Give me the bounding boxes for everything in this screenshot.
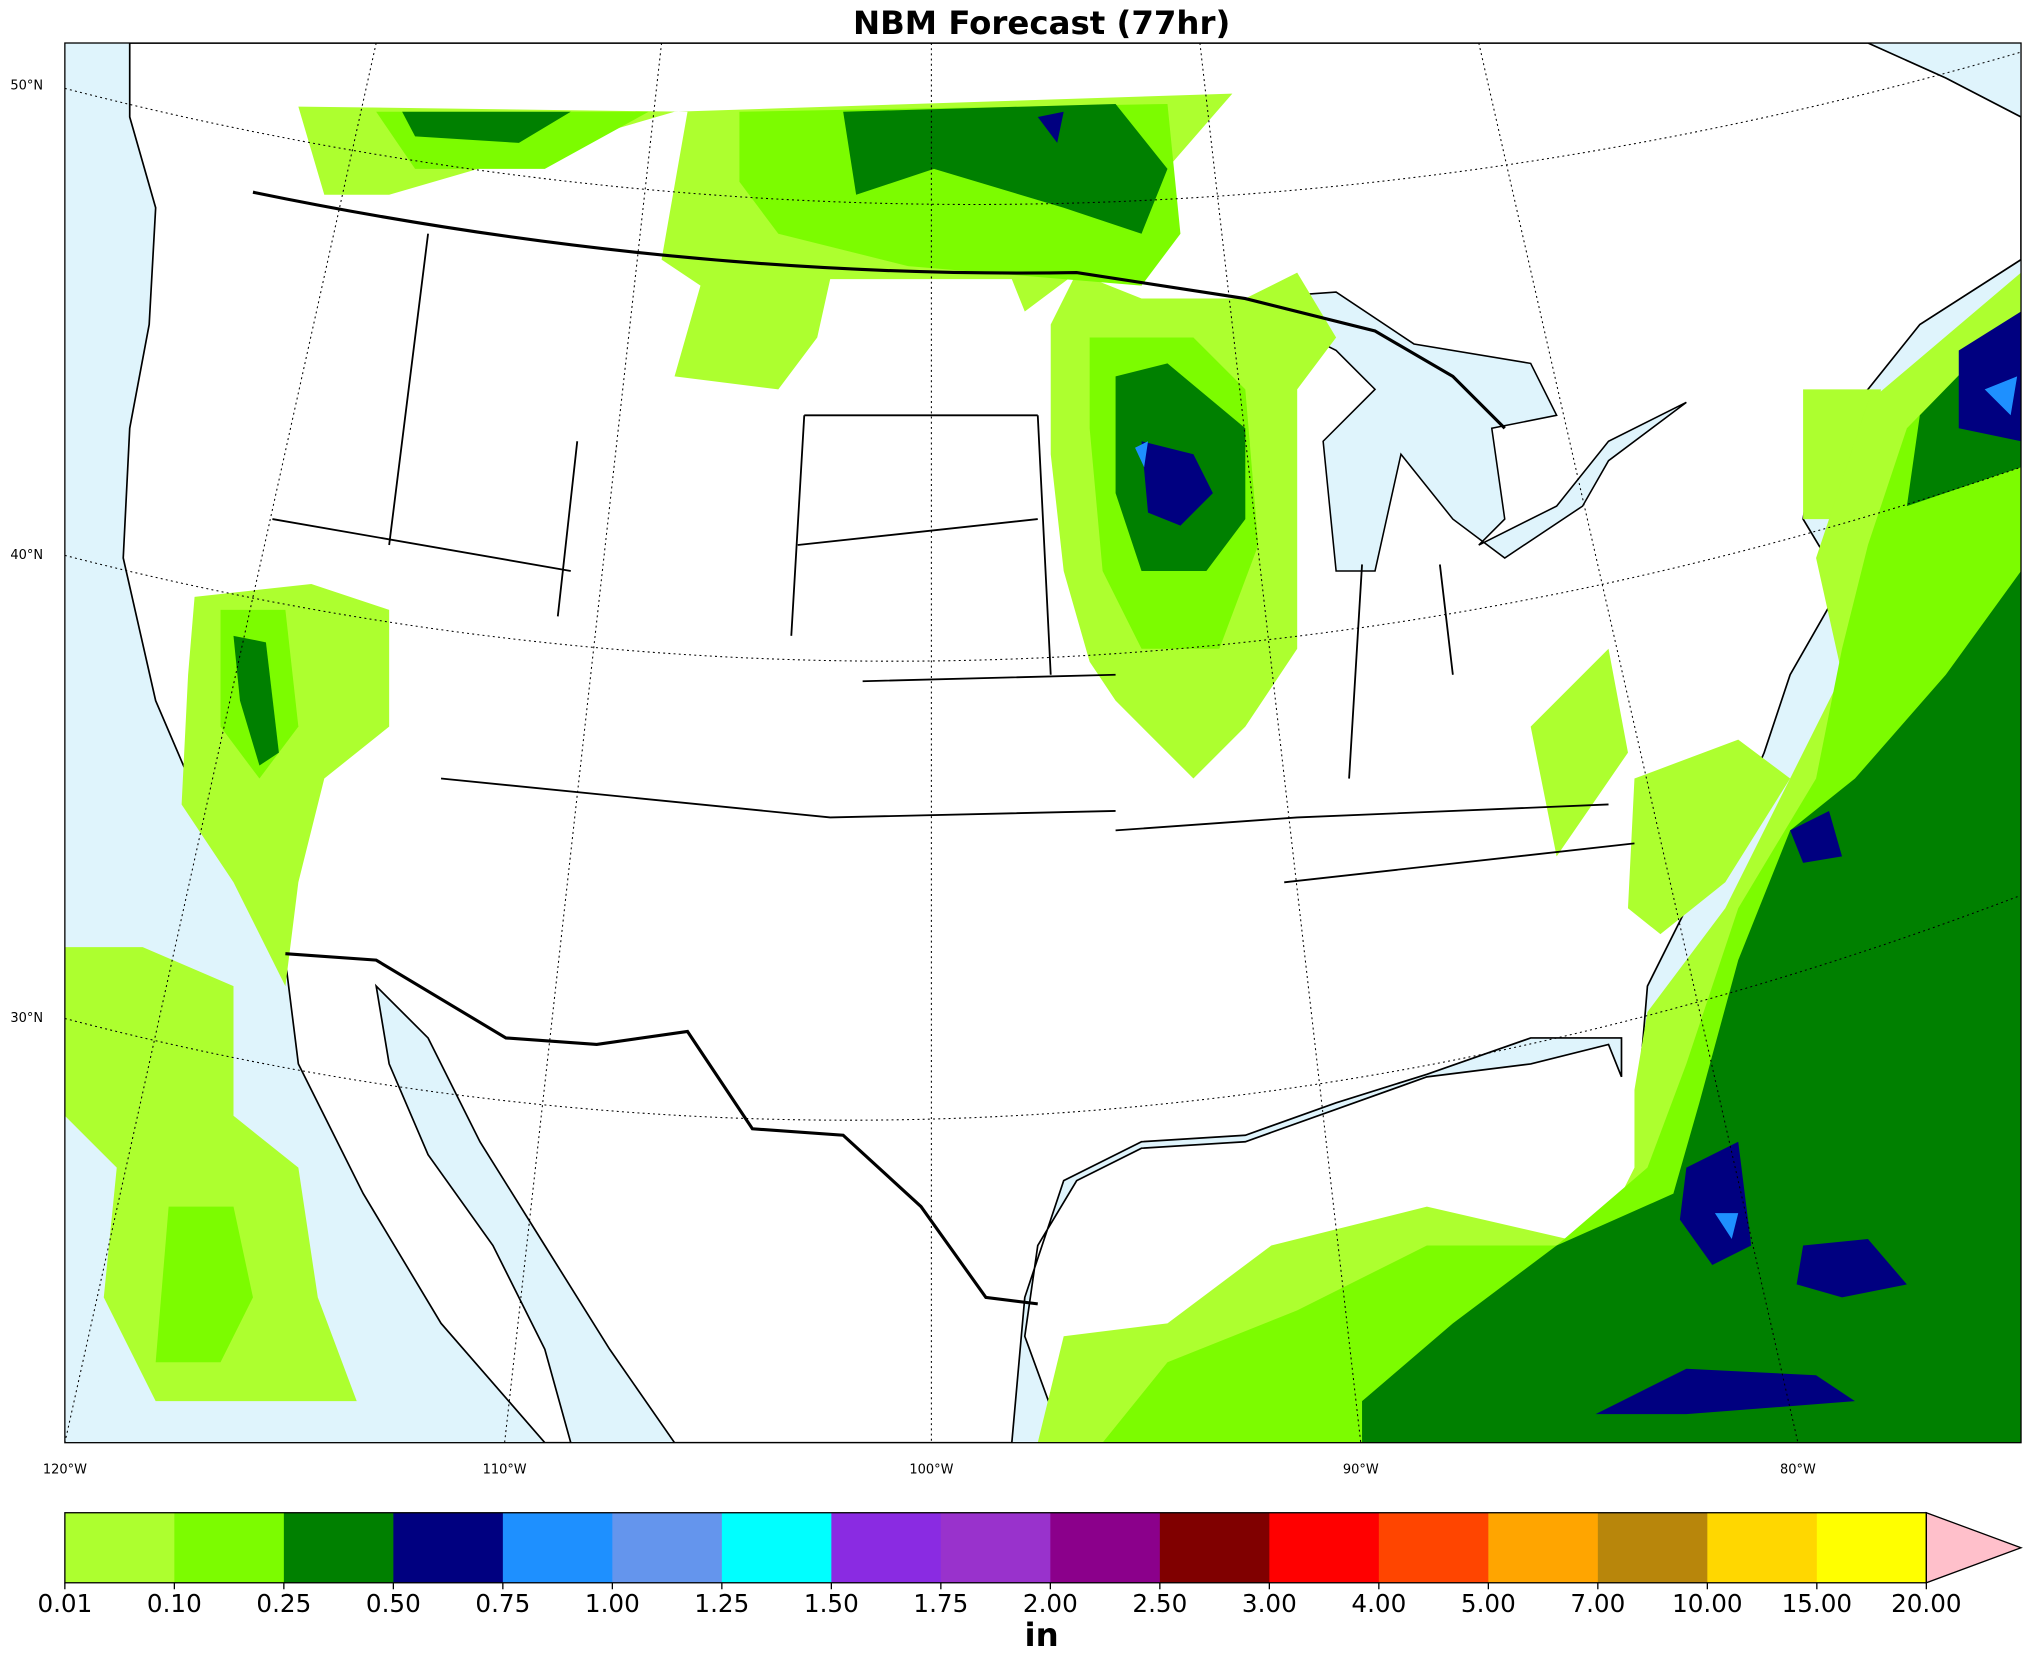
colorbar-tick-label: 7.00 xyxy=(1570,1589,1625,1618)
colorbar-frame xyxy=(64,1512,1927,1584)
colorbar-tick-label: 1.00 xyxy=(585,1589,640,1618)
lon-label: 100°W xyxy=(909,1462,953,1477)
colorbar-box xyxy=(612,1512,723,1583)
colorbar-box xyxy=(393,1512,504,1583)
colorbar-tick-label: 3.00 xyxy=(1242,1589,1297,1618)
colorbar-tick-label: 20.00 xyxy=(1891,1589,1961,1618)
lon-label: 110°W xyxy=(483,1462,527,1477)
lon-label: 90°W xyxy=(1343,1462,1379,1477)
colorbar-tick-label: 0.25 xyxy=(256,1589,311,1618)
colorbar-tick-label: 0.75 xyxy=(475,1589,530,1618)
colorbar-tick-label: 5.00 xyxy=(1461,1589,1516,1618)
border xyxy=(252,190,1506,430)
colorbar-box xyxy=(283,1512,394,1583)
colorbar-tick-label: 0.50 xyxy=(366,1589,421,1618)
colorbar-box xyxy=(502,1512,613,1583)
land xyxy=(122,43,2022,1443)
map-frame xyxy=(64,42,2022,1444)
colorbar-box xyxy=(174,1512,285,1583)
colorbar-tick-label: 1.75 xyxy=(913,1589,968,1618)
colorbar-unit: in xyxy=(1025,1616,1059,1654)
colorbar-box xyxy=(940,1512,1051,1583)
precipitation xyxy=(64,93,2022,1443)
colorbar-box xyxy=(64,1512,175,1583)
border xyxy=(285,952,1038,1306)
lon-label: 120°W xyxy=(43,1462,87,1477)
map xyxy=(64,43,2022,1443)
colorbar-box xyxy=(831,1512,942,1583)
colorbar-tick-label: 0.10 xyxy=(147,1589,202,1618)
colorbar-extend xyxy=(1925,1511,2023,1584)
lat-label: 50°N xyxy=(10,78,43,93)
colorbar-tick-label: 1.50 xyxy=(804,1589,859,1618)
colorbar-box xyxy=(1269,1512,1380,1583)
colorbar-tick-label: 2.50 xyxy=(1132,1589,1187,1618)
colorbar-tick-label: 1.25 xyxy=(694,1589,749,1618)
colorbar-box xyxy=(1816,1512,1927,1583)
colorbar-box xyxy=(1159,1512,1270,1583)
colorbar-tick-label: 2.00 xyxy=(1023,1589,1078,1618)
colorbar-box xyxy=(1378,1512,1489,1583)
colorbar-box xyxy=(721,1512,832,1583)
colorbar-tick-label: 15.00 xyxy=(1782,1589,1852,1618)
lat-label: 30°N xyxy=(10,1011,43,1026)
colorbar-tick-label: 4.00 xyxy=(1351,1589,1406,1618)
graticule xyxy=(64,43,2022,1443)
colorbar-tick-label: 0.01 xyxy=(37,1589,92,1618)
title: NBM Forecast (77hr) xyxy=(853,4,1230,42)
colorbar-box xyxy=(1488,1512,1599,1583)
state-line xyxy=(272,233,1635,884)
lat-label: 40°N xyxy=(10,548,43,563)
great-lakes xyxy=(1242,291,1687,572)
lon-label: 80°W xyxy=(1780,1462,1816,1477)
colorbar-tick-label: 10.00 xyxy=(1672,1589,1742,1618)
colorbar-box xyxy=(1707,1512,1818,1583)
colorbar: 0.01 0.10 0.25 0.50 0.75 1.00 1.25 1.50 1.75 2.00… xyxy=(37,1511,2023,1618)
colorbar-box xyxy=(1050,1512,1161,1583)
colorbar-box xyxy=(1597,1512,1708,1583)
